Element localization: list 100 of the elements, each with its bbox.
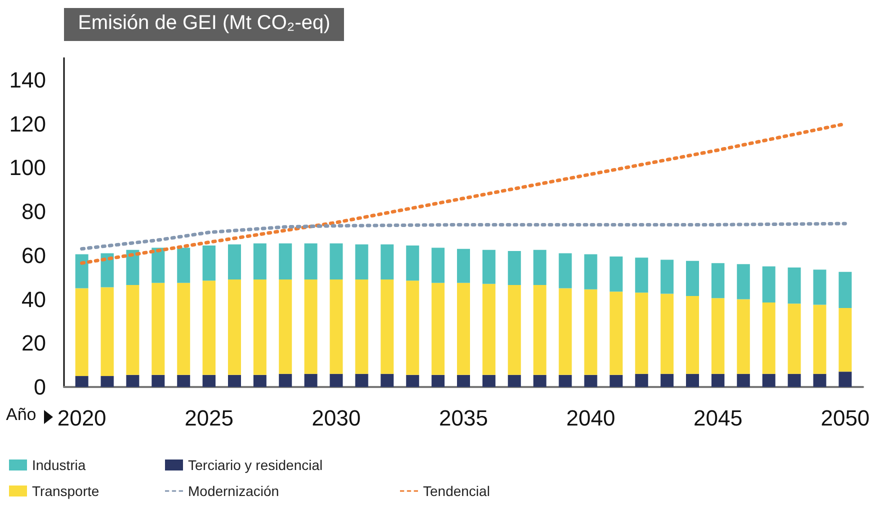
bar xyxy=(508,374,521,387)
bar xyxy=(253,374,266,387)
bar xyxy=(100,376,114,387)
bar xyxy=(202,374,216,387)
y-tick-label: 120 xyxy=(9,111,46,136)
bar xyxy=(558,253,572,288)
bar xyxy=(482,250,496,284)
bar xyxy=(686,296,700,374)
bar xyxy=(482,374,496,387)
bar xyxy=(838,272,852,308)
bar xyxy=(686,374,700,387)
bar xyxy=(584,289,598,375)
bar xyxy=(711,263,724,298)
bar xyxy=(635,258,648,293)
bar xyxy=(457,282,470,375)
bar xyxy=(711,374,724,387)
bar xyxy=(177,374,190,387)
bar xyxy=(380,280,394,374)
bar xyxy=(126,374,140,387)
bar xyxy=(330,374,343,387)
x-tick-label: 2025 xyxy=(184,406,234,430)
bar xyxy=(432,374,445,387)
bar xyxy=(406,280,420,375)
bar xyxy=(177,248,190,283)
bar xyxy=(736,374,750,387)
bar xyxy=(253,280,266,375)
bar xyxy=(202,280,216,375)
y-tick-label: 140 xyxy=(9,67,46,92)
bar xyxy=(75,288,88,376)
bar xyxy=(813,304,826,374)
y-tick-label: 20 xyxy=(22,330,46,356)
bar xyxy=(355,280,368,374)
bar xyxy=(736,264,750,300)
x-tick-label: 2030 xyxy=(312,406,361,430)
bar xyxy=(100,287,114,376)
y-tick-label: 0 xyxy=(34,374,46,400)
legend-label: Tendencial xyxy=(423,483,490,499)
bar xyxy=(330,243,343,280)
bar xyxy=(304,243,318,280)
bar xyxy=(610,374,623,387)
bar xyxy=(126,285,140,375)
bar xyxy=(610,256,623,292)
bar xyxy=(304,280,318,374)
bar xyxy=(558,374,572,387)
y-tick-label: 80 xyxy=(22,199,46,224)
bar xyxy=(813,374,826,387)
chart-title: Emisión de GEI (Mt CO₂-eq) xyxy=(64,8,344,41)
x-tick-label: 2020 xyxy=(57,406,106,430)
bar xyxy=(533,285,546,375)
bar xyxy=(584,374,598,387)
bar xyxy=(686,260,700,296)
bar xyxy=(610,292,623,375)
bar xyxy=(635,292,648,374)
bar xyxy=(711,298,724,374)
bar xyxy=(330,280,343,374)
bar xyxy=(380,374,394,387)
bar xyxy=(533,374,546,387)
legend-label: Modernización xyxy=(188,483,280,499)
y-tick-label: 100 xyxy=(9,155,46,180)
bar xyxy=(100,253,114,288)
bar xyxy=(457,248,470,283)
bar xyxy=(126,250,140,286)
bar xyxy=(355,374,368,387)
bar xyxy=(75,254,88,288)
y-tick-label: 60 xyxy=(22,242,46,268)
bar xyxy=(788,304,801,374)
legend-label: Terciario y residencial xyxy=(188,457,323,473)
bar xyxy=(482,284,496,375)
bar xyxy=(584,254,598,290)
bar xyxy=(558,288,572,375)
bar xyxy=(152,374,165,387)
bar xyxy=(228,244,241,280)
bar xyxy=(508,251,521,286)
bar xyxy=(660,374,674,387)
bar xyxy=(278,374,292,387)
bar xyxy=(355,244,368,280)
bar xyxy=(660,260,674,294)
bar xyxy=(838,372,852,387)
x-tick-label: 2050 xyxy=(820,406,870,430)
bar xyxy=(788,374,801,387)
bar xyxy=(380,244,394,280)
bar xyxy=(432,282,445,375)
bar xyxy=(838,308,852,372)
bar xyxy=(660,294,674,374)
bar xyxy=(635,374,648,387)
bar xyxy=(762,374,776,387)
bar xyxy=(508,285,521,375)
x-axis-title: Año xyxy=(6,405,36,425)
bar xyxy=(406,246,420,281)
line-series xyxy=(80,222,847,251)
legend-label: Industria xyxy=(32,457,86,473)
bar xyxy=(228,374,241,387)
legend-label: Transporte xyxy=(32,483,100,499)
bar xyxy=(253,243,266,280)
x-tick-label: 2035 xyxy=(439,406,488,430)
x-tick-label: 2040 xyxy=(566,406,616,430)
bar xyxy=(762,302,776,374)
bar xyxy=(75,376,88,387)
bar xyxy=(762,266,776,303)
bar xyxy=(736,299,750,374)
